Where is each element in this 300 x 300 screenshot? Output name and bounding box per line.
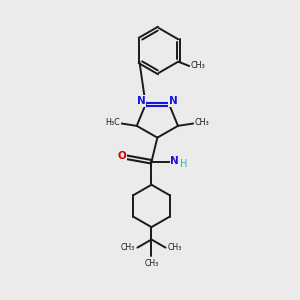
Text: N: N (169, 96, 178, 106)
Text: H₃C: H₃C (105, 118, 120, 127)
Text: CH₃: CH₃ (195, 118, 209, 127)
Text: O: O (117, 151, 126, 161)
Text: N: N (170, 156, 179, 166)
Text: CH₃: CH₃ (121, 243, 135, 252)
Text: CH₃: CH₃ (190, 61, 205, 70)
Text: H: H (180, 158, 187, 169)
Text: CH₃: CH₃ (168, 243, 182, 252)
Text: N: N (137, 96, 146, 106)
Text: CH₃: CH₃ (144, 259, 159, 268)
